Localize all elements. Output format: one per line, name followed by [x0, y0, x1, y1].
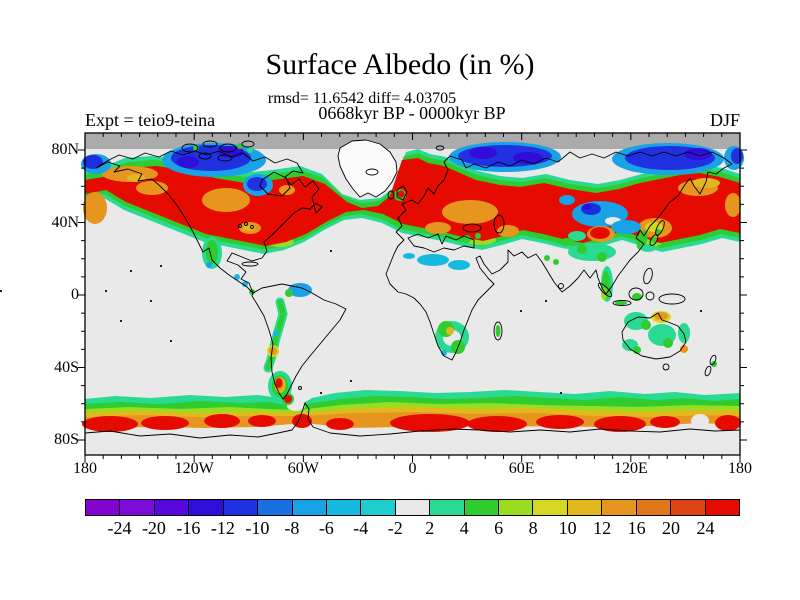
season-label: DJF [709, 110, 740, 130]
coastlines [0, 139, 741, 439]
stats-line: rmsd= 11.6542 diff= 4.03705 [267, 90, 457, 107]
colorbar-segment [86, 500, 120, 515]
x-tick-label: 180 [728, 460, 752, 477]
colorbar-label: 12 [593, 518, 612, 538]
x-tick-label: 180 [73, 460, 97, 477]
colorbar-segment [601, 500, 636, 515]
colorbar-label: -10 [245, 518, 270, 538]
colorbar-label: 16 [627, 518, 646, 538]
colorbar-label: -4 [353, 518, 369, 538]
y-tick-label: 80N [51, 141, 79, 158]
colorbar [85, 499, 740, 516]
colorbar-segment [291, 500, 326, 515]
y-tick-label: 40N [51, 213, 79, 231]
colorbar-label: 10 [558, 518, 577, 538]
colorbar-segment [635, 500, 671, 515]
colorbar-segment [257, 500, 292, 515]
colorbar-segment [532, 500, 567, 515]
colorbar-label: -2 [387, 518, 403, 538]
map-art [81, 142, 744, 455]
colorbar-label: 4 [459, 518, 469, 538]
plot-frame [84, 132, 741, 456]
colorbar-label: -20 [141, 518, 166, 538]
colorbar-label: 20 [662, 518, 681, 538]
page-title: Surface Albedo (in %) [265, 48, 535, 81]
colorbar-label: 6 [494, 518, 504, 538]
y-tick-label: 40S [54, 358, 79, 376]
colorbar-segment [325, 500, 361, 515]
colorbar-label: 24 [696, 518, 715, 538]
axis-ticks [78, 133, 747, 462]
x-tick-label: 60E [508, 460, 535, 477]
colorbar-label: -6 [318, 518, 334, 538]
colorbar-segment [498, 500, 533, 515]
colorbar-segment [394, 500, 430, 515]
colorbar-segment [704, 500, 740, 515]
x-tick-label: 120E [613, 460, 648, 477]
colorbar-label: -8 [284, 518, 300, 538]
experiment-label: Expt = teio9-teina [85, 110, 216, 130]
colorbar-segment [566, 500, 602, 515]
x-tick-label: 0 [408, 460, 417, 477]
colorbar-label: -16 [176, 518, 201, 538]
colorbar-segment [153, 500, 189, 515]
colorbar-segment [360, 500, 395, 515]
y-tick-label: 0 [71, 286, 79, 303]
colorbar-segment [188, 500, 223, 515]
colorbar-segment [119, 500, 154, 515]
colorbar-label: -24 [107, 518, 132, 538]
x-tick-label: 120W [174, 460, 214, 477]
period-line: 0668kyr BP - 0000kyr BP [318, 103, 506, 123]
colorbar-segment [429, 500, 464, 515]
colorbar-segment [222, 500, 258, 515]
colorbar-label: 2 [425, 518, 435, 538]
colorbar-segment [670, 500, 705, 515]
x-tick-label: 60W [287, 460, 319, 477]
colorbar-label: 8 [528, 518, 538, 538]
y-tick-label: 80S [54, 431, 79, 448]
colorbar-label: -12 [210, 518, 235, 538]
colorbar-segment [463, 500, 499, 515]
